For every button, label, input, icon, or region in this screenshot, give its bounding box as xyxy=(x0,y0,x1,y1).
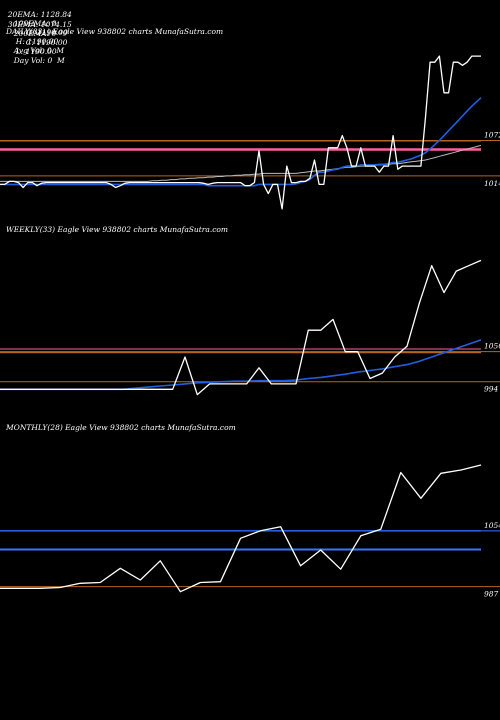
weekly-level-label-1: 994 xyxy=(484,385,499,394)
ema30-readout: 30EMA: 1074.15 xyxy=(7,20,72,29)
ema100-readout: 100EMA: 0 xyxy=(13,19,57,28)
weekly-chart-title: WEEKLY(33) Eagle View 938802 charts Muna… xyxy=(6,225,228,234)
daily-ema-grey-line xyxy=(0,144,482,182)
daily-chart-title: DAILY(83) | Eagle View 938802 charts Mun… xyxy=(5,27,223,36)
monthly-level-label-1: 987 xyxy=(484,590,499,599)
day-vol-readout: Day Vol: 0 M xyxy=(13,56,65,65)
header-line-1: 20EMA: 1128.84 100EMA: 0 O: 1190.00 H: 1… xyxy=(3,1,72,55)
open-readout: O: 1190.00 xyxy=(25,28,68,37)
monthly-level-label-0: 1054 xyxy=(484,521,500,530)
weekly-level-label-0: 1050 xyxy=(484,342,500,351)
high-readout: H: 1190.00 xyxy=(15,37,59,46)
daily-price-line xyxy=(0,55,481,210)
monthly-price-line xyxy=(0,464,482,593)
weekly-price-line xyxy=(0,259,482,396)
monthly-chart-title: MONTHLY(28) Eagle View 938802 charts Mun… xyxy=(5,423,236,432)
daily-level-label-0: 1072 xyxy=(484,130,500,139)
daily-ema-blue-line xyxy=(0,97,482,187)
header-line-2: 30EMA: 1074.15 200EMA: 0 C: 1190.00 L: 1… xyxy=(3,11,72,65)
ema200-readout: 200EMA: 0 xyxy=(13,29,57,38)
avg-vol-readout: Avg Vol: 0 M xyxy=(13,46,65,55)
low-readout: L: 1190.00 xyxy=(15,47,57,56)
ema20-readout: 20EMA: 1128.84 xyxy=(7,10,72,19)
close-readout: C: 1190.00 xyxy=(25,38,68,47)
daily-level-label-1: 1014 xyxy=(484,179,500,188)
